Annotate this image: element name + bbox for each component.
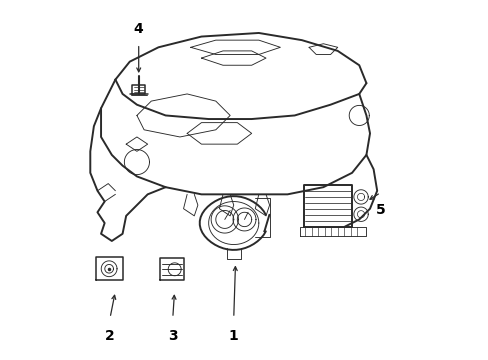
Text: 4: 4 (134, 22, 143, 36)
Text: 5: 5 (375, 203, 385, 217)
Text: 1: 1 (228, 329, 238, 343)
Text: 3: 3 (167, 329, 177, 343)
Text: 2: 2 (105, 329, 115, 343)
